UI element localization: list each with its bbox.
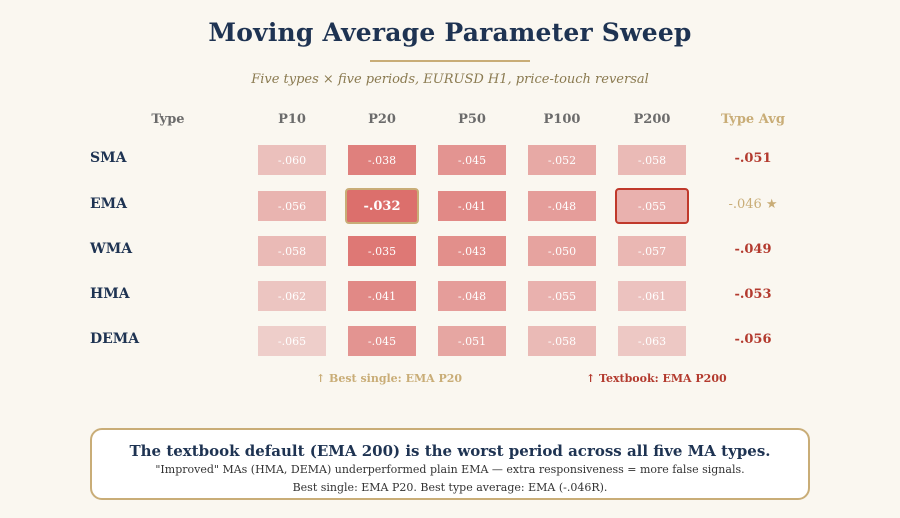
row-label-dema: DEMA xyxy=(90,331,140,347)
heatmap-cell-hma-p100: -.055 xyxy=(528,281,596,311)
best-single-note: ↑ Best single: EMA P20 xyxy=(316,372,463,385)
textbook-note: ↑ Textbook: EMA P200 xyxy=(586,372,727,385)
column-header-p100: P100 xyxy=(543,112,581,127)
heatmap-cell-sma-p100: -.052 xyxy=(528,145,596,175)
row-label-hma: HMA xyxy=(90,286,130,302)
summary-line-2: Best single: EMA P20. Best type average:… xyxy=(292,481,608,494)
summary-headline: The textbook default (EMA 200) is the wo… xyxy=(129,442,771,460)
heatmap-cell-dema-p200: -.063 xyxy=(618,326,686,356)
type-avg-column-header: Type Avg xyxy=(721,112,785,127)
heatmap-cell-dema-p50: -.051 xyxy=(438,326,506,356)
row-label-wma: WMA xyxy=(90,241,133,257)
type-column-header: Type xyxy=(151,112,185,127)
column-header-p10: P10 xyxy=(278,112,306,127)
heatmap-cell-hma-p50: -.048 xyxy=(438,281,506,311)
heatmap-cell-ema-p10: -.056 xyxy=(258,191,326,221)
chart-title: Moving Average Parameter Sweep xyxy=(208,18,692,47)
heatmap-cell-wma-p10: -.058 xyxy=(258,236,326,266)
column-header-p20: P20 xyxy=(368,112,396,127)
summary-box: The textbook default (EMA 200) is the wo… xyxy=(90,428,810,500)
summary-line-1: "Improved" MAs (HMA, DEMA) underperforme… xyxy=(155,463,745,476)
row-label-ema: EMA xyxy=(90,196,128,212)
heatmap-cell-sma-p200: -.058 xyxy=(618,145,686,175)
heatmap-cell-ema-p100: -.048 xyxy=(528,191,596,221)
heatmap-cell-wma-p50: -.043 xyxy=(438,236,506,266)
type-avg-ema: -.046 ★ xyxy=(728,197,778,212)
heatmap-cell-sma-p10: -.060 xyxy=(258,145,326,175)
heatmap-cell-sma-p20: -.038 xyxy=(348,145,416,175)
chart-subtitle: Five types × five periods, EURUSD H1, pr… xyxy=(251,72,649,87)
column-header-p200: P200 xyxy=(633,112,671,127)
heatmap-cell-sma-p50: -.045 xyxy=(438,145,506,175)
heatmap-cell-ema-p50: -.041 xyxy=(438,191,506,221)
type-avg-hma: -.053 xyxy=(734,287,772,302)
heatmap-cell-hma-p10: -.062 xyxy=(258,281,326,311)
heatmap-cell-dema-p10: -.065 xyxy=(258,326,326,356)
heatmap-cell-hma-p200: -.061 xyxy=(618,281,686,311)
heatmap-cell-wma-p200: -.057 xyxy=(618,236,686,266)
heatmap-cell-hma-p20: -.041 xyxy=(348,281,416,311)
type-avg-sma: -.051 xyxy=(734,151,772,166)
heatmap-cell-dema-p20: -.045 xyxy=(348,326,416,356)
heatmap-cell-ema-p20: -.032 xyxy=(345,188,419,224)
type-avg-wma: -.049 xyxy=(734,242,772,257)
type-avg-dema: -.056 xyxy=(734,332,772,347)
heatmap-cell-ema-p200: -.055 xyxy=(615,188,689,224)
column-header-p50: P50 xyxy=(458,112,486,127)
row-label-sma: SMA xyxy=(90,150,127,166)
heatmap-cell-wma-p100: -.050 xyxy=(528,236,596,266)
heatmap-cell-dema-p100: -.058 xyxy=(528,326,596,356)
heatmap-cell-wma-p20: -.035 xyxy=(348,236,416,266)
title-underline xyxy=(370,60,530,62)
